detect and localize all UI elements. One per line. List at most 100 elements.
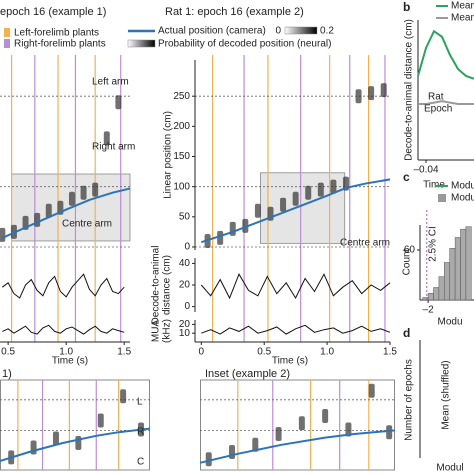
y-axis-label: Number of epochs <box>404 359 415 441</box>
y-axis-label: Count <box>402 248 413 275</box>
decoded-probability <box>30 440 37 455</box>
panel-letter: d <box>403 326 410 340</box>
decoded-probability <box>34 212 41 227</box>
colorbar <box>284 26 318 35</box>
x-axis-label: Time (s) <box>52 356 88 367</box>
x-tick-label: 1.0 <box>59 347 73 358</box>
decoded-probability <box>205 452 212 467</box>
right-plant-swatch <box>4 39 10 48</box>
decoded-probability <box>0 227 6 242</box>
legend-label: Modul <box>451 181 474 192</box>
y-axis-label: MUA <box>151 320 162 343</box>
x-tick-label: 1.5 <box>383 347 397 358</box>
legend-label: Modul <box>451 193 474 204</box>
x-tick-label: 0 <box>199 347 205 358</box>
histogram-bar <box>465 226 472 301</box>
annotation: Left arm <box>92 77 129 88</box>
decoded-probability <box>322 409 329 423</box>
decoded-probability <box>92 182 99 197</box>
decoded-probability <box>330 179 337 194</box>
decoded-probability <box>355 89 362 104</box>
y-tick-label: 20 <box>179 319 191 330</box>
decoded-probability <box>317 182 324 197</box>
legend-left-plants: Left-forelimb plants <box>14 28 99 39</box>
decoded-probability <box>305 185 312 200</box>
y-tick-label: 40 <box>179 258 191 269</box>
decoded-probability <box>386 425 393 440</box>
decoded-probability <box>52 431 59 446</box>
panel-letter: c <box>403 170 410 184</box>
x-tick-label: 0.5 <box>257 347 271 358</box>
chart-title: Epoch <box>424 104 452 115</box>
decoded-probability <box>298 416 305 431</box>
decoded-probability <box>254 203 261 218</box>
inset-frame <box>200 379 395 471</box>
histogram-bar <box>449 248 456 301</box>
panel-letter: b <box>403 0 410 14</box>
y-tick-label: 20 <box>179 280 191 291</box>
legend-probability: Probability of decoded position (neural) <box>158 39 331 50</box>
y-axis-label: distance (cm) <box>162 255 173 315</box>
y-tick-label: 100 <box>173 181 190 192</box>
ci-label: 2.5% CI <box>428 226 439 262</box>
decoded-probability <box>380 83 387 98</box>
annotation: Mean (shuffled) <box>441 360 452 429</box>
annotation: Centre arm <box>340 238 390 249</box>
x-tick-label: –0.04 <box>413 165 438 176</box>
series-line <box>199 429 396 464</box>
decoded-probability <box>120 389 127 404</box>
decoded-probability <box>45 203 52 218</box>
x-tick-label: 1.5 <box>117 347 131 358</box>
series-line <box>201 324 391 335</box>
histogram-bar <box>454 237 461 301</box>
series-line <box>417 29 474 80</box>
chart-title: Inset (example 2) <box>205 368 290 380</box>
series-line <box>1 187 131 239</box>
legend-label: Mean s <box>451 13 474 24</box>
legend-probability-swatch <box>127 39 156 48</box>
y-axis-label: Linear position (cm) <box>163 111 174 199</box>
decoded-probability <box>217 230 224 245</box>
decoded-probability <box>75 436 82 450</box>
x-axis-label: Time <box>423 180 445 191</box>
x-axis-label: Time (s) <box>272 356 308 367</box>
y-tick-label: 60 <box>404 245 416 256</box>
histogram-bar <box>460 228 467 301</box>
decoded-probability <box>229 445 236 459</box>
x-tick-label: 0.5 <box>1 347 15 358</box>
y-tick-label: 0 <box>184 301 190 312</box>
annotation: L <box>137 397 143 408</box>
y-axis-label: (kHz) <box>162 319 173 343</box>
decoded-probability <box>229 221 236 236</box>
x-tick-label: –2 <box>423 305 435 316</box>
y-axis-label: Decode-to-animal distance (cm) <box>404 19 415 161</box>
decoded-probability <box>275 427 282 441</box>
series-line <box>0 427 151 462</box>
decoded-probability <box>368 383 375 398</box>
left-plant-swatch <box>4 28 10 37</box>
annotation: R <box>137 427 144 438</box>
decoded-probability <box>345 422 352 437</box>
y-tick-label: 150 <box>173 151 190 162</box>
legend-actual: Actual position (camera) <box>158 26 266 37</box>
x-axis-label: Modul <box>436 463 463 474</box>
y-tick-label: 50 <box>179 211 191 222</box>
series-line <box>418 100 474 105</box>
annotation: C <box>137 457 144 468</box>
colorbar-tick: 0 <box>275 26 281 37</box>
inset-frame <box>0 379 150 471</box>
x-axis-label: Modu <box>437 317 462 328</box>
y-tick-label: 200 <box>173 121 190 132</box>
series-line <box>200 273 391 300</box>
colorbar-tick: 0.2 <box>320 26 334 37</box>
histogram-bar <box>433 287 440 301</box>
decoded-probability <box>252 437 259 452</box>
annotation: Right arm <box>92 142 135 153</box>
legend-label: Mean <box>451 1 474 12</box>
decoded-probability <box>80 185 87 200</box>
histogram-bar <box>438 276 445 301</box>
decoded-probability <box>368 86 375 101</box>
chart-title: epoch 16 (example 1) <box>0 6 106 18</box>
decoded-probability <box>103 131 110 146</box>
